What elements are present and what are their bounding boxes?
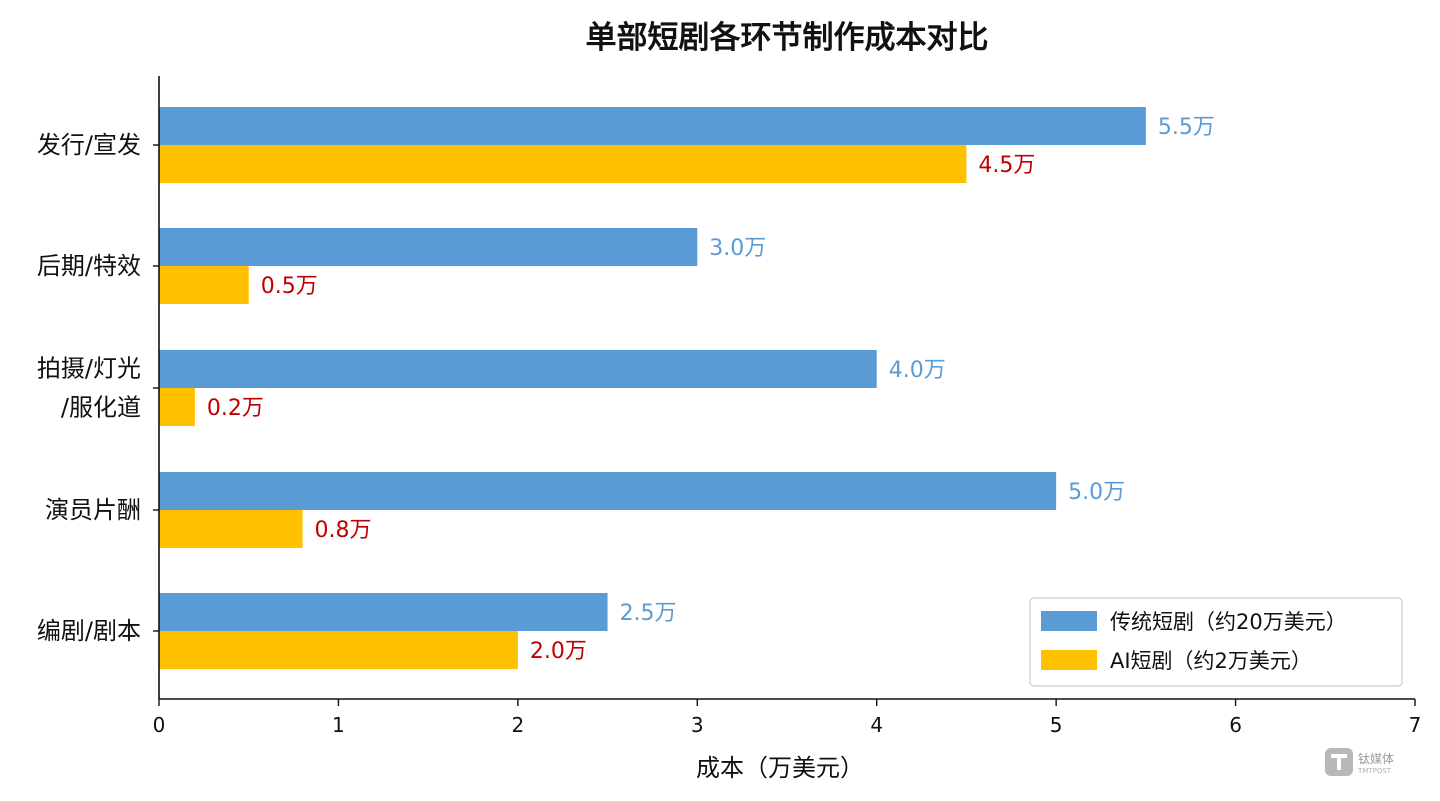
bar-ai-1 [159,266,249,304]
data-label-ai-0: 4.5万 [978,153,1035,178]
data-label-ai-1: 0.5万 [261,274,318,299]
legend-swatch-ai [1041,650,1097,670]
x-axis-label: 成本（万美元） [696,754,864,782]
bar-ai-3 [159,510,303,548]
x-tick-label-6: 6 [1229,713,1242,737]
data-label-traditional-1: 3.0万 [709,236,766,261]
x-tick-label-4: 4 [870,713,883,737]
category-label-1: 后期/特效 [37,252,141,280]
x-tick-label-2: 2 [511,713,524,737]
legend-label-traditional: 传统短剧（约20万美元） [1110,610,1347,634]
bars-layer [153,107,1146,669]
category-label-4: 编剧/剧本 [37,617,141,645]
bar-traditional-3 [159,472,1057,510]
category-label-2-line-1: /服化道 [61,394,141,422]
data-label-traditional-3: 5.0万 [1068,480,1125,505]
bar-ai-4 [159,631,518,669]
legend-label-ai: AI短剧（约2万美元） [1110,649,1312,673]
bar-traditional-2 [159,350,877,388]
data-labels-layer: 5.5万 4.5万 3.0万 0.5万 4.0万 0.2万 5.0万 0.8万 2.5万 2.0万 [207,115,1215,664]
x-tick-label-7: 7 [1409,713,1422,737]
category-label-0: 发行/宣发 [37,131,141,159]
bar-traditional-4 [159,593,608,631]
bar-ai-0 [159,145,967,183]
x-ticks: 0 1 2 3 4 5 6 7 [153,699,1422,737]
category-label-2-line-0: 拍摄/灯光 [37,355,141,383]
data-label-traditional-0: 5.5万 [1158,115,1215,140]
tmtpost-logo-icon [1325,748,1353,776]
data-label-traditional-2: 4.0万 [889,358,946,383]
x-tick-label-3: 3 [691,713,704,737]
watermark: 钛媒体 TMTPOST [1325,748,1394,776]
data-label-traditional-4: 2.5万 [620,601,677,626]
data-label-ai-4: 2.0万 [530,639,587,664]
x-tick-label-1: 1 [332,713,345,737]
bar-ai-2 [159,388,195,426]
legend: 传统短剧（约20万美元） AI短剧（约2万美元） [1029,597,1403,687]
data-label-ai-3: 0.8万 [315,518,372,543]
chart-title: 单部短剧各环节制作成本对比 [586,20,989,56]
x-tick-label-5: 5 [1050,713,1063,737]
bar-traditional-1 [159,228,698,266]
x-tick-label-0: 0 [153,713,166,737]
watermark-subtext: TMTPOST [1357,767,1392,775]
data-label-ai-2: 0.2万 [207,396,264,421]
watermark-text: 钛媒体 [1358,751,1394,766]
bar-traditional-0 [159,107,1146,145]
category-label-3: 演员片酬 [45,496,141,524]
legend-frame [1029,597,1403,687]
legend-swatch-traditional [1041,611,1097,631]
